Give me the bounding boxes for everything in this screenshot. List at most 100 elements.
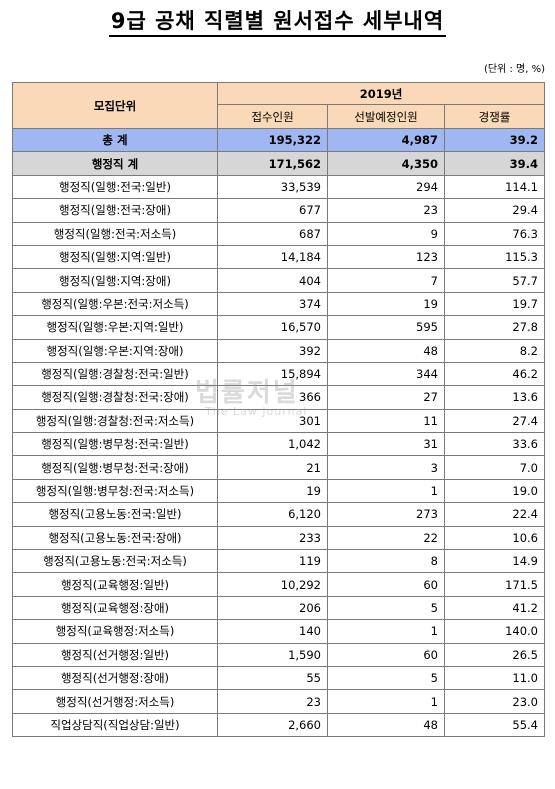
row-ratio: 10.6 — [444, 525, 545, 551]
row-planned: 22 — [327, 525, 445, 551]
row-name: 행정직(선거행정:저소득) — [12, 689, 218, 714]
row-planned: 1 — [327, 619, 445, 644]
header-planned: 선발예정인원 — [327, 104, 445, 129]
row-applicants: 233 — [217, 525, 328, 551]
row-applicants: 55 — [217, 665, 328, 691]
table-row: 행정직(일행:지역:일반) 14,184 123 115.3 — [12, 244, 545, 270]
table-row: 행정직(일행:우본:지역:일반) 16,570 595 27.8 — [12, 315, 545, 340]
page-title: 9급 공채 직렬별 원서접수 세부내역 — [108, 8, 447, 37]
header-applicants: 접수인원 — [217, 104, 328, 129]
row-applicants: 119 — [217, 549, 328, 574]
table-row: 행정직(교육행정:장애) 206 5 41.2 — [12, 595, 545, 621]
row-name: 행정직(고용노동:전국:저소득) — [12, 549, 218, 574]
row-ratio: 14.9 — [444, 549, 545, 574]
row-ratio: 13.6 — [444, 385, 545, 410]
table-row: 행정직(일행:우본:지역:장애) 392 48 8.2 — [12, 338, 545, 363]
table-row: 행정직(일행:전국:저소득) 687 9 76.3 — [12, 221, 545, 246]
row-name: 행정직(일행:경찰청:전국:저소득) — [12, 408, 218, 434]
row-ratio: 41.2 — [444, 595, 545, 621]
row-ratio: 55.4 — [444, 712, 545, 738]
row-name: 행정직(일행:지역:일반) — [12, 244, 218, 270]
row-ratio: 171.5 — [444, 572, 545, 597]
row-ratio: 8.2 — [444, 338, 545, 363]
row-applicants: 14,184 — [217, 244, 328, 270]
subtotal-planned: 4,350 — [327, 151, 445, 176]
row-planned: 48 — [327, 338, 445, 363]
header-year: 2019년 — [217, 82, 545, 105]
row-planned: 344 — [327, 361, 445, 387]
table-row: 행정직(일행:전국:일반) 33,539 294 114.1 — [12, 174, 545, 200]
row-applicants: 10,292 — [217, 572, 328, 597]
row-planned: 273 — [327, 502, 445, 527]
row-planned: 294 — [327, 174, 445, 200]
row-name: 행정직(일행:지역:장애) — [12, 268, 218, 293]
row-planned: 48 — [327, 712, 445, 738]
row-ratio: 7.0 — [444, 455, 545, 480]
row-name: 행정직(일행:병무청:전국:장애) — [12, 455, 218, 480]
row-name: 행정직(교육행정:저소득) — [12, 619, 218, 644]
row-ratio: 26.5 — [444, 642, 545, 667]
row-ratio: 33.6 — [444, 432, 545, 457]
row-planned: 123 — [327, 244, 445, 270]
row-name: 행정직(일행:우본:전국:저소득) — [12, 291, 218, 317]
total-applicants: 195,322 — [217, 127, 328, 153]
row-applicants: 301 — [217, 408, 328, 434]
row-planned: 11 — [327, 408, 445, 434]
table-row: 행정직(고용노동:전국:저소득) 119 8 14.9 — [12, 549, 545, 574]
row-name: 행정직(일행:경찰청:전국:일반) — [12, 361, 218, 387]
row-planned: 7 — [327, 268, 445, 293]
table-row: 행정직(일행:경찰청:전국:저소득) 301 11 27.4 — [12, 408, 545, 434]
row-ratio: 19.7 — [444, 291, 545, 317]
row-ratio: 22.4 — [444, 502, 545, 527]
row-name: 행정직(고용노동:전국:일반) — [12, 502, 218, 527]
subtotal-row: 행정직 계 171,562 4,350 39.4 — [12, 151, 545, 176]
row-ratio: 23.0 — [444, 689, 545, 714]
row-planned: 3 — [327, 455, 445, 480]
table-row: 행정직(일행:병무청:전국:일반) 1,042 31 33.6 — [12, 432, 545, 457]
row-name: 행정직(일행:우본:지역:장애) — [12, 338, 218, 363]
row-ratio: 140.0 — [444, 619, 545, 644]
row-planned: 60 — [327, 572, 445, 597]
row-applicants: 21 — [217, 455, 328, 480]
row-ratio: 57.7 — [444, 268, 545, 293]
row-planned: 8 — [327, 549, 445, 574]
table-row: 행정직(선거행정:일반) 1,590 60 26.5 — [12, 642, 545, 667]
row-ratio: 11.0 — [444, 665, 545, 691]
row-name: 행정직(일행:병무청:전국:일반) — [12, 432, 218, 457]
applications-table: 모집단위 2019년 접수인원 선발예정인원 경쟁률 총 계 195,322 4… — [12, 82, 545, 738]
row-ratio: 19.0 — [444, 478, 545, 504]
row-name: 행정직(선거행정:장애) — [12, 665, 218, 691]
row-name: 행정직(일행:병무청:전국:저소득) — [12, 478, 218, 504]
table-row: 행정직(고용노동:전국:장애) 233 22 10.6 — [12, 525, 545, 551]
row-planned: 60 — [327, 642, 445, 667]
row-ratio: 76.3 — [444, 221, 545, 246]
watermark-logo: 법률저널 — [195, 378, 299, 408]
subtotal-ratio: 39.4 — [444, 151, 545, 176]
row-ratio: 29.4 — [444, 198, 545, 223]
row-applicants: 33,539 — [217, 174, 328, 200]
row-applicants: 16,570 — [217, 315, 328, 340]
row-applicants: 1,590 — [217, 642, 328, 667]
row-applicants: 677 — [217, 198, 328, 223]
row-planned: 595 — [327, 315, 445, 340]
table-row: 행정직(일행:병무청:전국:저소득) 19 1 19.0 — [12, 478, 545, 504]
row-ratio: 46.2 — [444, 361, 545, 387]
table-row: 행정직(교육행정:저소득) 140 1 140.0 — [12, 619, 545, 644]
header-ratio: 경쟁률 — [444, 104, 545, 129]
header-group: 모집단위 — [12, 82, 218, 129]
row-applicants: 23 — [217, 689, 328, 714]
row-planned: 19 — [327, 291, 445, 317]
row-name: 행정직(일행:전국:장애) — [12, 198, 218, 223]
row-planned: 27 — [327, 385, 445, 410]
table-row: 행정직(선거행정:저소득) 23 1 23.0 — [12, 689, 545, 714]
row-applicants: 140 — [217, 619, 328, 644]
table-row: 행정직(일행:경찰청:전국:장애) 366 27 13.6 — [12, 385, 545, 410]
row-planned: 31 — [327, 432, 445, 457]
row-planned: 1 — [327, 689, 445, 714]
row-applicants: 366 — [217, 385, 328, 410]
row-applicants: 687 — [217, 221, 328, 246]
total-row: 총 계 195,322 4,987 39.2 — [12, 127, 545, 153]
table-row: 직업상담직(직업상담:일반) 2,660 48 55.4 — [12, 712, 545, 738]
row-applicants: 392 — [217, 338, 328, 363]
row-applicants: 404 — [217, 268, 328, 293]
